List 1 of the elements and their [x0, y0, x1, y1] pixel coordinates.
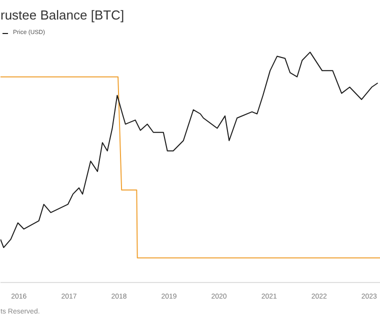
chart-title: rustee Balance [BTC]: [0, 8, 124, 22]
